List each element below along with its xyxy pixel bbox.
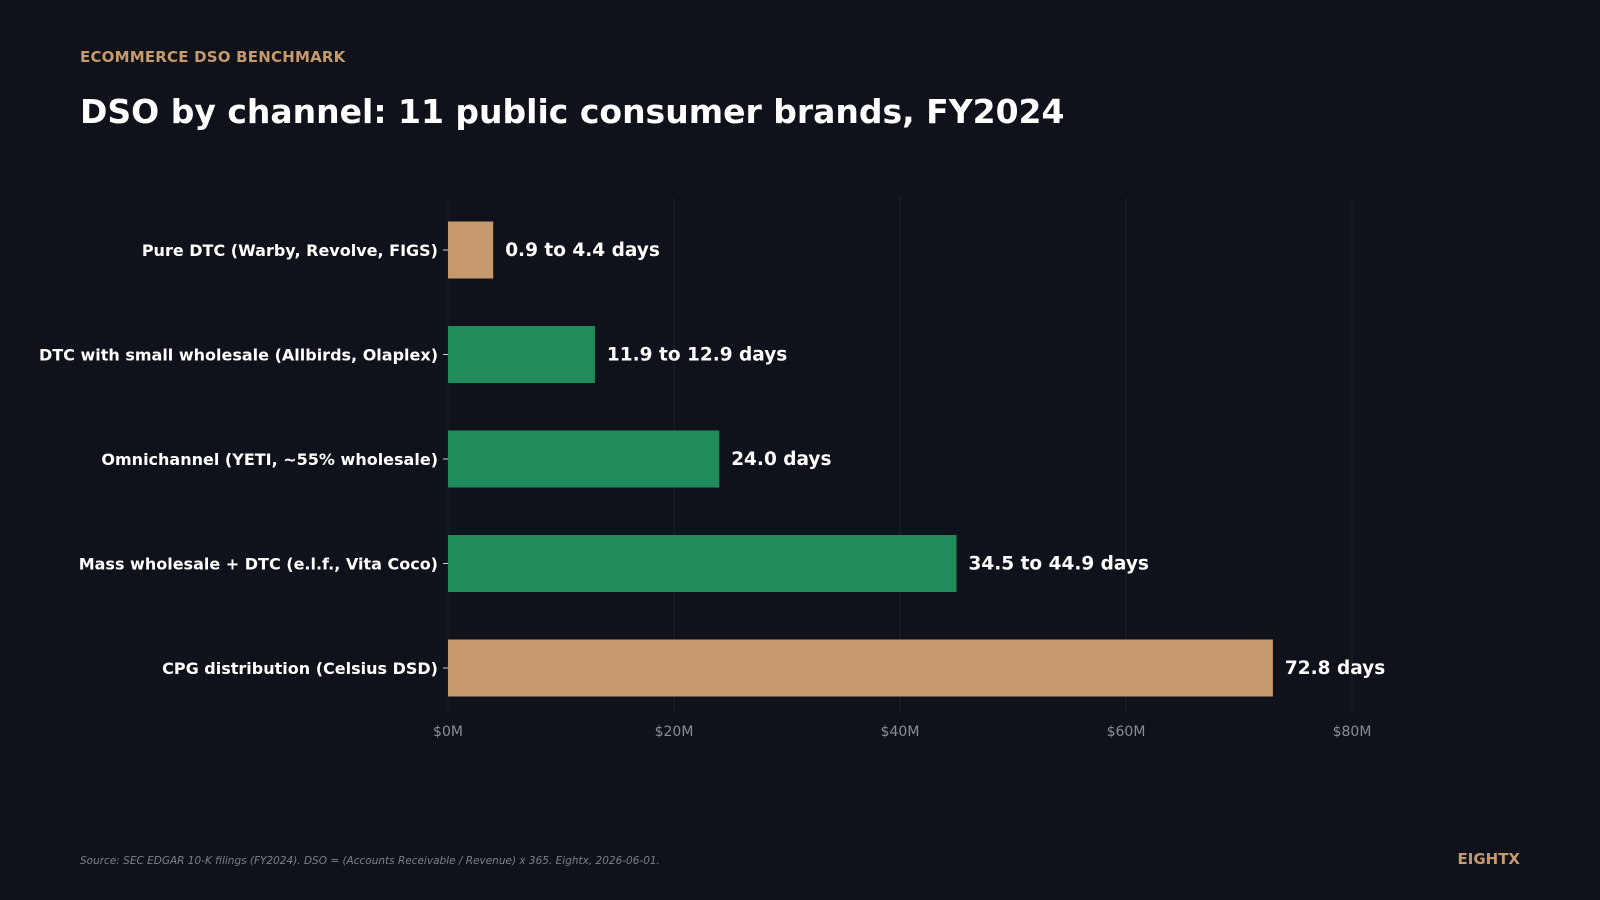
- brand-logo-text: EIGHTX: [1457, 850, 1521, 868]
- source-note: Source: SEC EDGAR 10-K filings (FY2024).…: [80, 855, 660, 867]
- x-tick-label: $0M: [433, 724, 463, 740]
- category-label: DTC with small wholesale (Allbirds, Olap…: [39, 346, 438, 365]
- x-axis-ticks: $0M $20M $40M $60M $80M: [433, 724, 1371, 740]
- chart-title: DSO by channel: 11 public consumer brand…: [80, 92, 1065, 131]
- value-label: 11.9 to 12.9 days: [607, 345, 787, 366]
- category-label: Pure DTC (Warby, Revolve, FIGS): [142, 241, 438, 260]
- category-label: CPG distribution (Celsius DSD): [162, 659, 438, 678]
- value-label: 72.8 days: [1285, 658, 1385, 679]
- x-tick-label: $40M: [881, 724, 920, 740]
- value-labels: 0.9 to 4.4 days 11.9 to 12.9 days 24.0 day…: [505, 240, 1385, 679]
- value-label: 24.0 days: [731, 449, 831, 470]
- eyebrow-label: ECOMMERCE DSO BENCHMARK: [80, 48, 346, 66]
- x-tick-label: $80M: [1333, 724, 1372, 740]
- dso-bar-chart: Pure DTC (Warby, Revolve, FIGS) DTC with …: [39, 198, 1385, 740]
- value-label: 0.9 to 4.4 days: [505, 240, 660, 261]
- x-tick-label: $20M: [655, 724, 694, 740]
- category-labels: Pure DTC (Warby, Revolve, FIGS) DTC with …: [39, 241, 448, 678]
- bar: [448, 639, 1273, 697]
- bar: [448, 535, 957, 592]
- bars: [448, 221, 1273, 697]
- value-label: 34.5 to 44.9 days: [969, 554, 1149, 575]
- bar: [448, 221, 494, 279]
- bar: [448, 430, 720, 488]
- category-label: Omnichannel (YETI, ~55% wholesale): [101, 450, 438, 469]
- category-label: Mass wholesale + DTC (e.l.f., Vita Coco): [79, 555, 438, 574]
- x-tick-label: $60M: [1107, 724, 1146, 740]
- bar: [448, 326, 595, 383]
